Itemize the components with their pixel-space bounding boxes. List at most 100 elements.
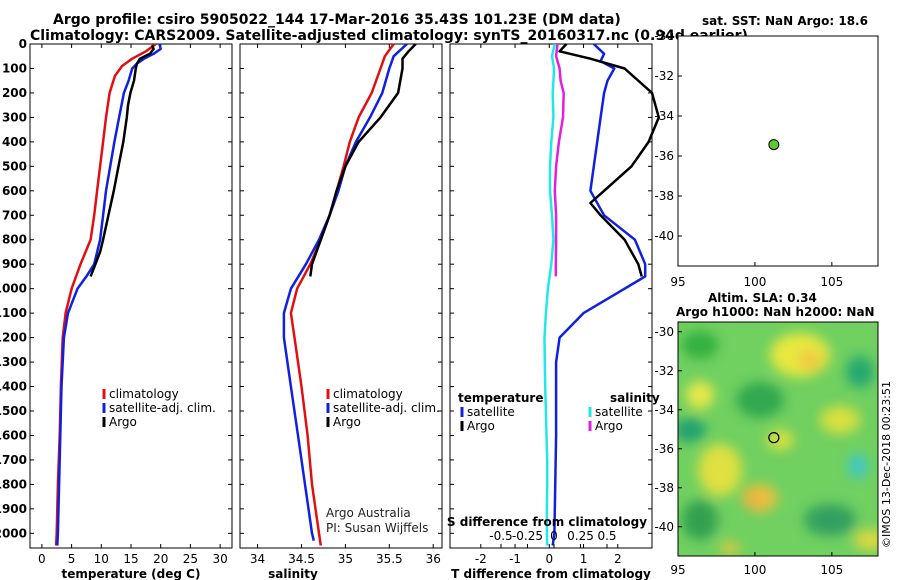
temperature-xtick-label: 10 <box>94 552 109 566</box>
watermark: ©IMOS 13-Dec-2018 00:23:51 <box>880 381 893 548</box>
sla-map-title-line2: Argo h1000: NaN h2000: NaN <box>676 305 875 319</box>
temperature-legend-label: Argo <box>109 415 137 429</box>
sst-map-ytick-label: -36 <box>654 149 674 163</box>
diff-salinity-tick-label: -0.5 <box>489 529 512 543</box>
depth-tick-label: 1400 <box>0 380 27 394</box>
salinity-xtick-label: 35.5 <box>376 552 403 566</box>
difference-xlabel: T difference from climatology <box>451 567 651 580</box>
sla-map-ytick-label: -34 <box>654 403 674 417</box>
depth-tick-label: 1700 <box>0 453 27 467</box>
diff-xlabel-salinity: S difference from climatology <box>447 515 647 529</box>
diff-legend-temp-label: Argo <box>467 419 495 433</box>
depth-tick-label: 2000 <box>0 526 27 540</box>
temperature-series-argo <box>89 44 155 277</box>
sla-blob <box>744 492 760 508</box>
depth-tick-label: 0 <box>19 37 27 51</box>
sst-map-ytick-label: -30 <box>654 29 674 43</box>
salinity-xtick-label: 35 <box>338 552 353 566</box>
difference-series-temperature-argo <box>558 43 661 277</box>
temperature-xlabel: temperature (deg C) <box>62 567 201 580</box>
difference-xtick-label: 1 <box>580 552 588 566</box>
salinity-xtick-label: 34 <box>250 552 265 566</box>
sla-map-ytick-label: -32 <box>654 364 674 378</box>
sst-map-ytick-label: -34 <box>654 109 674 123</box>
sst-map-ytick-label: -38 <box>654 189 674 203</box>
depth-tick-label: 1300 <box>0 355 27 369</box>
depth-tick-label: 1200 <box>0 331 27 345</box>
sla-blob <box>804 504 856 536</box>
diff-legend-temp-label: satellite <box>467 405 515 419</box>
diff-salinity-tick-label: 0.25 <box>567 529 594 543</box>
depth-tick-label: 1100 <box>0 306 27 320</box>
sst-map-xtick-label: 95 <box>670 275 685 289</box>
sla-blob <box>848 454 868 478</box>
sla-blob <box>798 350 822 370</box>
difference-series-salinity-satellite <box>543 43 557 546</box>
temperature-xtick-label: 30 <box>212 552 227 566</box>
temperature-xtick-label: 15 <box>123 552 138 566</box>
salinity-xtick-label: 34.5 <box>288 552 315 566</box>
salinity-frame <box>239 43 443 549</box>
sla-blob <box>682 500 718 540</box>
salinity-legend-label: Argo <box>333 415 361 429</box>
sla-blob <box>820 406 860 434</box>
sla-blob <box>846 356 874 388</box>
depth-tick-label: 400 <box>2 135 27 149</box>
sla-blob <box>854 530 878 550</box>
sla-map-ytick-label: -38 <box>654 481 674 495</box>
depth-tick-label: 200 <box>2 86 27 100</box>
salinity-xtick-label: 36 <box>426 552 441 566</box>
depth-tick-label: 900 <box>2 257 27 271</box>
temperature-legend-label: satellite-adj. clim. <box>109 401 216 415</box>
figure-title-line1: Argo profile: csiro 5905022_144 17-Mar-2… <box>53 12 621 28</box>
difference-xtick-label: 0 <box>545 552 553 566</box>
sla-map-xtick-label: 95 <box>670 563 685 577</box>
difference-series-salinity-argo <box>553 43 565 277</box>
difference-xtick-label: -1 <box>509 552 521 566</box>
sla-blob <box>686 381 714 409</box>
diff-salinity-tick-label: -0.25 <box>512 529 543 543</box>
salinity-legend-label: climatology <box>333 387 403 401</box>
depth-tick-label: 1000 <box>0 282 27 296</box>
difference-frame <box>449 43 653 549</box>
temperature-xtick-label: 25 <box>183 552 198 566</box>
depth-tick-label: 1900 <box>0 502 27 516</box>
sst-map-frame <box>677 35 879 267</box>
credit-line1: Argo Australia <box>326 506 411 520</box>
sla-blobs <box>678 331 878 554</box>
salinity-xlabel: salinity <box>268 567 318 580</box>
sla-map-ytick-label: -30 <box>654 325 674 339</box>
depth-tick-label: 1600 <box>0 428 27 442</box>
depth-tick-label: 800 <box>2 233 27 247</box>
sst-map-xtick-label: 100 <box>743 275 766 289</box>
depth-tick-label: 100 <box>2 61 27 75</box>
sst-map-xtick-label: 105 <box>820 275 843 289</box>
temperature-legend-label: climatology <box>109 387 179 401</box>
sla-map-ytick-label: -40 <box>654 520 674 534</box>
sla-map-ytick-label: -36 <box>654 442 674 456</box>
sst-map-title: sat. SST: NaN Argo: 18.6 <box>702 14 868 28</box>
salinity-series-satellite-adj-clim- <box>282 43 408 541</box>
diff-salinity-tick-label: 0 <box>550 529 558 543</box>
diff-legend-sal-label: Argo <box>595 419 623 433</box>
sla-map-title-line1: Altim. SLA: 0.34 <box>708 291 817 305</box>
difference-series-temperature-satellite <box>551 43 647 546</box>
difference-xtick-label: 2 <box>614 552 622 566</box>
depth-tick-label: 700 <box>2 208 27 222</box>
salinity-legend-label: satellite-adj. clim. <box>333 401 440 415</box>
sla-blob <box>766 430 794 450</box>
sla-blob <box>682 331 718 359</box>
depth-tick-label: 300 <box>2 110 27 124</box>
temperature-xtick-label: 0 <box>38 552 46 566</box>
temperature-xtick-label: 5 <box>68 552 76 566</box>
diff-legend-sal-label: satellite <box>595 405 643 419</box>
salinity-series-argo <box>309 43 417 277</box>
diff-salinity-tick-label: 0.5 <box>597 529 616 543</box>
sla-map-xtick-label: 100 <box>743 563 766 577</box>
sla-map-xtick-label: 105 <box>820 563 843 577</box>
diff-legend-salinity-title: salinity <box>610 391 660 405</box>
depth-tick-label: 500 <box>2 159 27 173</box>
sla-blob <box>736 382 784 418</box>
